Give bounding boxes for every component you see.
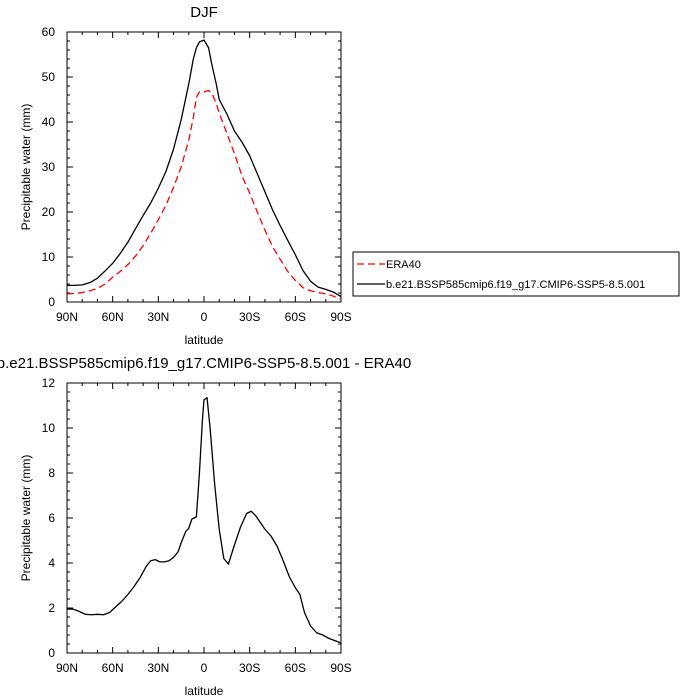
x-tick-label: 90S	[330, 661, 351, 675]
legend: ERA40 b.e21.BSSP585cmip6.f19_g17.CMIP6-SS…	[352, 251, 680, 297]
y-tick-label: 10	[42, 250, 56, 264]
y-tick-label: 30	[42, 160, 56, 174]
y-tick-label: 8	[48, 466, 55, 480]
legend-label: b.e21.BSSP585cmip6.f19_g17.CMIP6-SSP5-8.…	[386, 279, 645, 291]
x-tick-label: 60S	[285, 661, 306, 675]
legend-label: ERA40	[386, 259, 421, 271]
x-tick-label: 90N	[56, 661, 78, 675]
y-tick-label: 40	[42, 115, 56, 129]
x-tick-label: 30S	[239, 661, 260, 675]
x-tick-label: 90S	[330, 310, 351, 324]
x-tick-label: 60S	[285, 310, 306, 324]
x-tick-label: 0	[201, 661, 208, 675]
y-tick-label: 20	[42, 205, 56, 219]
x-axis-label: latitude	[185, 684, 224, 698]
x-tick-label: 0	[201, 310, 208, 324]
y-tick-label: 60	[42, 25, 56, 39]
chart-panel-2: b.e21.BSSP585cmip6.f19_g17.CMIP6-SSP5-8.…	[0, 355, 411, 698]
x-tick-label: 90N	[56, 310, 78, 324]
chart-title: DJF	[190, 4, 218, 21]
x-tick-label: 60N	[102, 310, 124, 324]
y-tick-label: 6	[48, 511, 55, 525]
y-axis-label: Precipitable water (mm)	[19, 104, 33, 231]
plot-frame	[66, 31, 342, 303]
chart-title: b.e21.BSSP585cmip6.f19_g17.CMIP6-SSP5-8.…	[0, 355, 411, 372]
y-tick-label: 50	[42, 70, 56, 84]
chart-panel-1: DJF 90N 60N 30N 0 30S 60S 90S 0 10 20 30 40 50 60 latit…	[19, 4, 352, 347]
y-axis-label: Precipitable water (mm)	[19, 455, 33, 582]
series-line-difference	[67, 396, 342, 644]
legend-box	[352, 251, 680, 297]
y-tick-label: 2	[48, 601, 55, 615]
x-tick-label: 60N	[102, 661, 124, 675]
y-tick-label: 10	[42, 421, 56, 435]
series-line-b-e21-bssp585cmip6-f19-g17-cmip6-ssp5-8-5-001	[67, 39, 342, 298]
y-tick-label: 4	[48, 556, 55, 570]
x-tick-label: 30S	[239, 310, 260, 324]
y-tick-label: 0	[48, 295, 55, 309]
x-tick-label: 30N	[147, 661, 169, 675]
series-line-era40	[66, 89, 342, 300]
x-tick-label: 30N	[147, 310, 169, 324]
y-tick-label: 0	[48, 646, 55, 660]
y-tick-label: 12	[42, 376, 56, 390]
x-axis-label: latitude	[185, 333, 224, 347]
